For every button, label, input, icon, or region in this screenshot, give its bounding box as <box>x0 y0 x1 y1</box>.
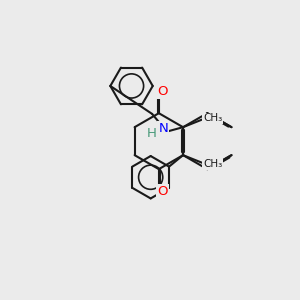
Text: O: O <box>157 185 168 198</box>
Text: H: H <box>147 127 157 140</box>
Text: O: O <box>157 85 168 98</box>
Text: CH₃: CH₃ <box>203 159 222 169</box>
Text: CH₃: CH₃ <box>203 113 222 123</box>
Text: N: N <box>158 122 168 135</box>
